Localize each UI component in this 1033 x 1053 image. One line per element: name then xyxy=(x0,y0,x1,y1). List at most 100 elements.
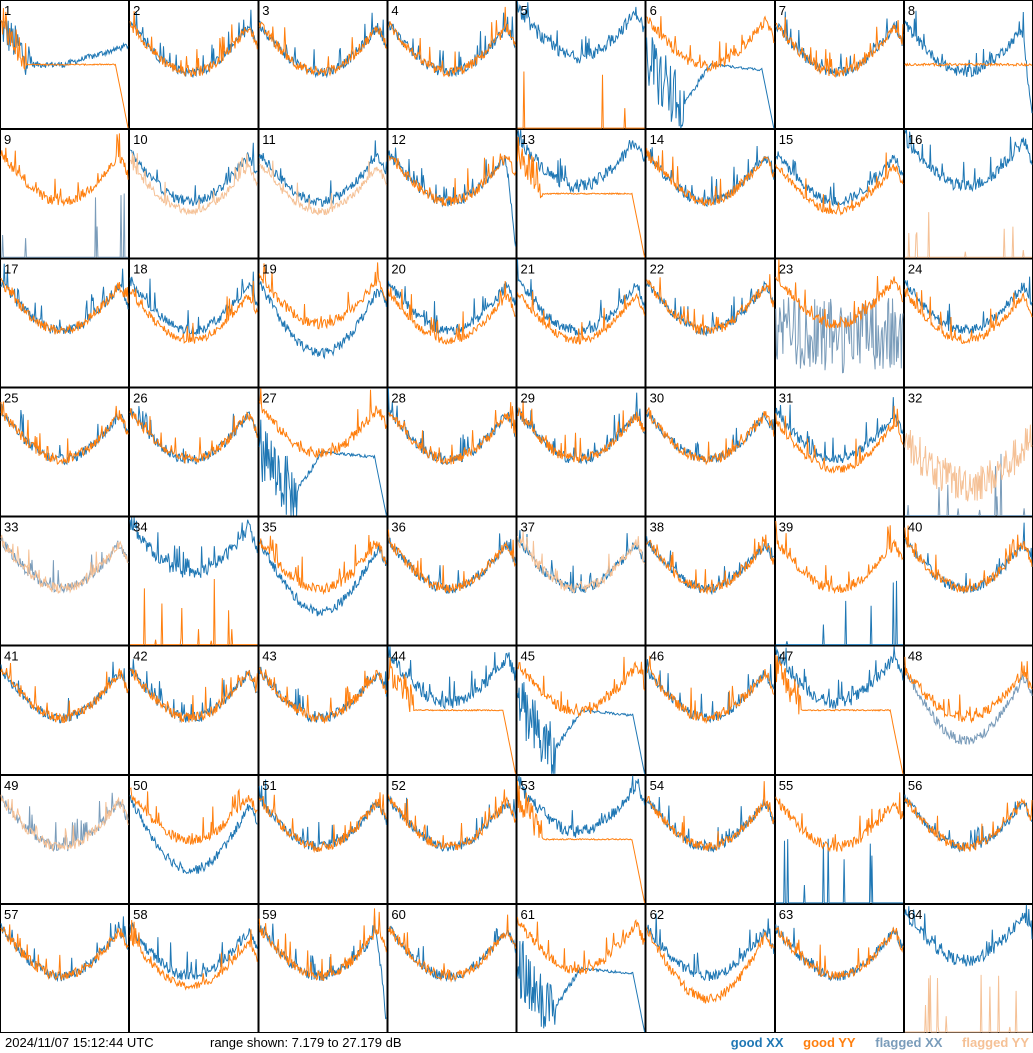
series-xx-line xyxy=(904,453,1032,516)
antenna-panel: 22 xyxy=(645,258,775,388)
antenna-panel: 20 xyxy=(387,258,517,388)
antenna-label: 31 xyxy=(779,390,793,405)
antenna-panel: 57 xyxy=(0,903,130,1033)
antenna-label: 50 xyxy=(133,778,147,793)
antenna-panel: 56 xyxy=(903,774,1033,904)
antenna-label: 26 xyxy=(133,390,147,405)
panel-frame xyxy=(129,258,259,388)
antenna-label: 35 xyxy=(262,520,276,535)
panel-frame xyxy=(903,774,1033,904)
antenna-label: 53 xyxy=(521,778,535,793)
antenna-panel: 15 xyxy=(774,129,904,259)
antenna-label: 37 xyxy=(521,520,535,535)
antenna-label: 23 xyxy=(779,261,793,276)
antenna-panel: 17 xyxy=(0,258,130,388)
series-yy-line xyxy=(129,668,258,724)
antenna-label: 28 xyxy=(391,390,405,405)
antenna-label: 2 xyxy=(133,3,140,18)
series-xx-line xyxy=(258,915,387,1020)
antenna-label: 4 xyxy=(391,3,398,18)
series-yy-line xyxy=(258,666,387,725)
antenna-label: 61 xyxy=(521,907,535,922)
series-yy-line xyxy=(517,71,645,129)
antenna-label: 41 xyxy=(4,649,18,664)
series-xx-line xyxy=(904,904,1033,967)
antenna-panel: 63 xyxy=(774,903,904,1033)
series-yy-line xyxy=(904,974,1032,1033)
series-yy-line xyxy=(646,148,775,207)
series-xx-line xyxy=(258,539,387,617)
antenna-panel: 42 xyxy=(129,645,259,775)
antenna-label: 46 xyxy=(650,649,664,664)
antenna-label: 40 xyxy=(908,520,922,535)
series-yy-line xyxy=(646,781,775,851)
panel-frame xyxy=(645,516,775,646)
panel-frame xyxy=(645,258,775,388)
series-xx-line xyxy=(387,646,516,710)
antenna-label: 43 xyxy=(262,649,276,664)
series-xx-line xyxy=(775,838,903,904)
antenna-label: 22 xyxy=(650,261,664,276)
antenna-panel: 26 xyxy=(129,387,259,517)
antenna-panel: 23 xyxy=(774,258,904,388)
series-yy-line xyxy=(904,656,1033,724)
panel-frame xyxy=(516,258,646,388)
antenna-panel: 39 xyxy=(774,516,904,646)
antenna-label: 52 xyxy=(391,778,405,793)
antenna-label: 5 xyxy=(521,3,528,18)
series-yy-line xyxy=(517,531,646,594)
antenna-panel: 51 xyxy=(258,774,388,904)
panel-frame xyxy=(0,645,130,775)
antenna-panel: 4 xyxy=(387,0,517,130)
antenna-label: 27 xyxy=(262,390,276,405)
series-xx-line xyxy=(517,130,646,194)
panel-frame xyxy=(774,129,904,259)
panel-frame xyxy=(645,387,775,517)
antenna-panel: 9 xyxy=(0,129,130,259)
antenna-panel: 60 xyxy=(387,903,517,1033)
antenna-label: 62 xyxy=(650,907,664,922)
antenna-panel: 58 xyxy=(129,903,259,1033)
panel-frame xyxy=(0,129,130,259)
series-yy-line xyxy=(258,534,387,596)
series-yy-line xyxy=(517,780,646,903)
series-yy-line xyxy=(646,274,775,336)
panel-frame xyxy=(645,129,775,259)
antenna-label: 29 xyxy=(521,390,535,405)
panel-frame xyxy=(258,774,388,904)
antenna-label: 32 xyxy=(908,390,922,405)
series-yy-line xyxy=(904,797,1033,852)
series-yy-line xyxy=(258,262,387,330)
antenna-panel: 2 xyxy=(129,0,259,130)
series-yy-line xyxy=(904,424,1033,502)
antenna-panel: 28 xyxy=(387,387,517,517)
series-yy-line xyxy=(517,917,646,976)
series-xx-line xyxy=(775,151,904,207)
panel-frame xyxy=(0,258,130,388)
antenna-panel: 14 xyxy=(645,129,775,259)
legend: good XX good YY flagged XX flagged YY xyxy=(715,1035,1029,1050)
series-xx-line xyxy=(517,775,646,838)
antenna-panel: 40 xyxy=(903,516,1033,646)
antenna-panel: 1 xyxy=(0,0,130,130)
antenna-label: 21 xyxy=(521,261,535,276)
panel-frame xyxy=(0,903,130,1033)
series-xx-line xyxy=(904,276,1033,335)
series-yy-line xyxy=(258,908,387,982)
antenna-label: 64 xyxy=(908,907,922,922)
antenna-label: 38 xyxy=(650,520,664,535)
panel-frame xyxy=(129,129,259,259)
antenna-label: 18 xyxy=(133,261,147,276)
panel-frame xyxy=(0,516,130,646)
series-xx-line xyxy=(775,580,903,646)
timestamp: 2024/11/07 15:12:44 UTC xyxy=(5,1035,154,1050)
series-xx-line xyxy=(775,397,904,464)
series-yy-line xyxy=(0,534,129,594)
panel-frame xyxy=(0,387,130,517)
antenna-label: 57 xyxy=(4,907,18,922)
series-yy-line xyxy=(388,153,516,207)
antenna-panel: 52 xyxy=(387,774,517,904)
panel-frame xyxy=(774,516,904,646)
antenna-panel: 55 xyxy=(774,774,904,904)
series-yy-line xyxy=(0,277,129,335)
